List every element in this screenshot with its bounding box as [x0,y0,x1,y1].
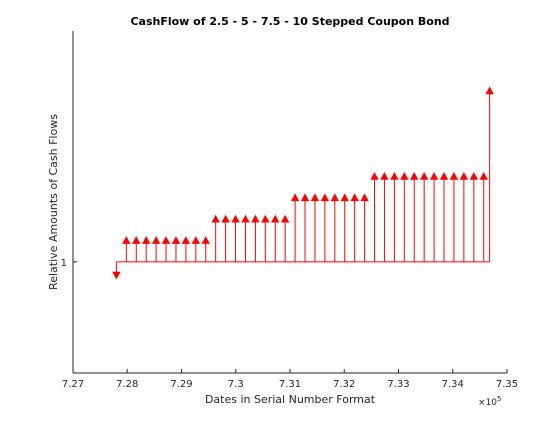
cashflow-marker [459,172,469,180]
x-tick-label: 7.31 [279,379,301,390]
cashflow-marker [485,86,494,95]
cashflow-marker [360,193,369,202]
cashflow-marker [171,236,181,244]
x-tick-label: 7.28 [116,379,138,390]
chart-title: CashFlow of 2.5 - 5 - 7.5 - 10 Stepped C… [130,15,449,28]
cashflow-marker [320,193,330,202]
axes-background [73,31,507,373]
cashflow-marker [231,214,240,223]
cashflow-marker [410,172,419,180]
x-tick-label: 7.33 [387,379,409,390]
cashflow-marker [181,236,191,244]
cashflow-marker [281,214,290,223]
cashflow-marker [439,172,449,180]
x-tick-label: 7.32 [333,379,355,390]
cashflow-marker [290,193,300,202]
y-axis-label: Relative Amounts of Cash Flows [47,114,60,290]
cashflow-marker [241,214,250,223]
cashflow-marker [429,172,439,180]
cashflow-marker [161,236,171,244]
x-exponent-base: ×10 [478,398,497,408]
cashflow-marker [380,172,389,180]
cashflow-marker [251,214,260,223]
x-exponent-label: ×105 [478,395,501,408]
cashflow-marker [112,271,121,280]
cashflow-marker [221,214,230,223]
cashflow-marker [449,172,459,180]
cashflow-marker [211,214,220,223]
cashflow-marker [400,172,409,180]
cashflow-marker [390,172,399,180]
x-axis-label: Dates in Serial Number Format [205,393,376,406]
cashflow-marker [469,172,478,180]
x-ticks: 7.27 7.28 7.29 7.3 7.31 7.32 7.33 7.34 7.35 [62,369,518,390]
y-ticks: 1 [61,258,77,269]
cashflow-marker [370,172,379,180]
cashflow-marker [191,236,200,244]
cashflow-marker [151,236,161,244]
x-tick-label: 7.35 [496,379,518,390]
y-tick-label: 1 [61,258,67,269]
cashflow-marker [300,193,310,202]
stem-series [112,86,494,280]
cashflow-marker [340,193,349,202]
cashflow-marker [122,236,131,244]
cashflow-marker [132,236,141,244]
cashflow-marker [261,214,270,223]
cashflow-marker [271,214,280,223]
cashflow-marker [310,193,320,202]
cashflow-marker [201,236,210,244]
cashflow-marker [419,172,429,180]
x-exponent-power: 5 [497,395,501,403]
x-tick-label: 7.3 [228,379,244,390]
cashflow-marker [479,172,488,180]
x-tick-label: 7.29 [170,379,192,390]
x-tick-label: 7.27 [62,379,84,390]
cashflow-marker [330,193,339,202]
cashflow-marker [142,236,151,244]
x-tick-label: 7.34 [442,379,464,390]
cashflow-marker [350,193,359,202]
